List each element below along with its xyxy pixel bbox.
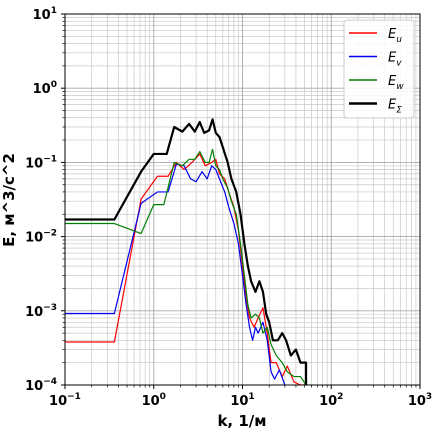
y-tick-labels: 10−4 10−3 10−2 10−1 100 101: [25, 6, 57, 394]
y-tick-label: 10−1: [25, 154, 57, 171]
y-tick-label: 10−4: [25, 377, 57, 394]
legend-label: Eu: [388, 27, 402, 45]
x-tick-label: 100: [142, 392, 166, 409]
x-tick-label: 101: [230, 392, 254, 409]
series-layer: [65, 118, 308, 385]
x-tick-label: 102: [319, 392, 343, 409]
y-tick-label: 10−3: [25, 303, 57, 320]
x-axis-label: k, 1/м: [217, 412, 266, 430]
legend-label: EΣ: [388, 98, 402, 116]
y-tick-label: 100: [33, 80, 57, 97]
series-line-w: [65, 148, 307, 385]
x-tick-label: 103: [408, 392, 432, 409]
series-line-Σ: [65, 118, 308, 385]
legend-label: Ew: [388, 74, 404, 92]
x-tick-labels: 10−1 100 101 102 103: [49, 392, 432, 409]
axis-ticks: [61, 13, 421, 389]
series-line-v: [65, 163, 286, 385]
y-tick-label: 101: [33, 6, 57, 23]
legend-box: [343, 19, 415, 119]
y-tick-label: 10−2: [25, 229, 57, 246]
legend-label: Ev: [388, 51, 402, 69]
y-axis-label: E, м^3/с^2: [0, 153, 18, 247]
x-tick-label: 10−1: [49, 392, 81, 409]
legend: Eu Ev Ew EΣ: [343, 19, 415, 119]
